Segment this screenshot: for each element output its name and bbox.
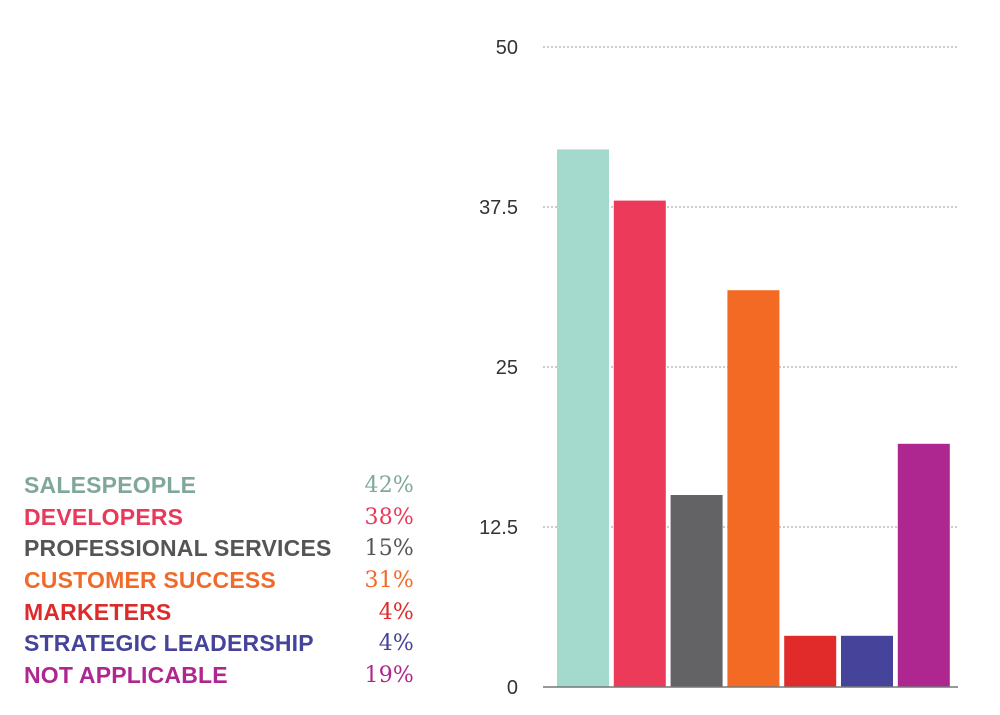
legend: SALESPEOPLE 42% DEVELOPERS 38% PROFESSIONAL …	[24, 470, 414, 691]
bar-marketers	[784, 635, 837, 687]
legend-value: 19%	[364, 662, 414, 688]
legend-label: NOT APPLICABLE	[24, 661, 228, 688]
y-tick-label: 0	[507, 677, 518, 699]
legend-value: 4%	[378, 631, 414, 657]
y-axis: 0 12.5 25 37.5 50	[479, 37, 518, 699]
legend-item: STRATEGIC LEADERSHIP 4%	[24, 628, 414, 660]
gridlines	[543, 46, 958, 528]
legend-value: 38%	[364, 504, 414, 530]
legend-item: SALESPEOPLE 42%	[24, 470, 414, 502]
bar-strategic-leadership	[841, 635, 893, 687]
legend-label: DEVELOPERS	[24, 503, 184, 530]
y-tick-label: 50	[496, 37, 518, 59]
legend-item: MARKETERS 4%	[24, 596, 414, 628]
y-tick-label: 37.5	[479, 197, 518, 219]
bar-professional-services	[670, 495, 723, 687]
legend-value: 31%	[364, 568, 414, 594]
bar-developers	[613, 200, 666, 687]
bar-not-applicable	[897, 443, 950, 687]
legend-value: 42%	[364, 473, 414, 499]
legend-value: 15%	[364, 536, 414, 562]
y-tick-label: 25	[496, 357, 518, 379]
legend-item: DEVELOPERS 38%	[24, 502, 414, 534]
legend-item: CUSTOMER SUCCESS 31%	[24, 565, 414, 597]
y-tick-label: 12.5	[479, 517, 518, 539]
legend-item: NOT APPLICABLE 19%	[24, 660, 414, 692]
bar-salespeople	[557, 149, 609, 687]
legend-item: PROFESSIONAL SERVICES 15%	[24, 533, 414, 565]
legend-label: MARKETERS	[24, 598, 172, 625]
legend-label: SALESPEOPLE	[24, 472, 197, 499]
bars	[557, 149, 950, 687]
legend-label: PROFESSIONAL SERVICES	[24, 535, 332, 562]
legend-label: STRATEGIC LEADERSHIP	[24, 630, 314, 657]
bar-customer-success	[727, 290, 780, 687]
legend-value: 4%	[378, 599, 414, 625]
legend-label: CUSTOMER SUCCESS	[24, 567, 276, 594]
